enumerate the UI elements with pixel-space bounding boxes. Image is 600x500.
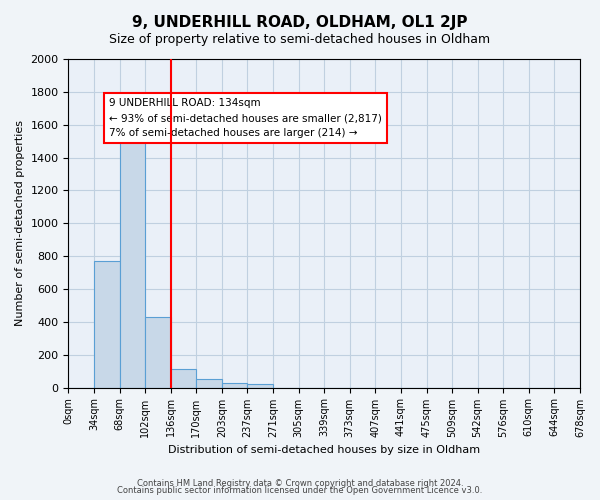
Text: 9 UNDERHILL ROAD: 134sqm
← 93% of semi-detached houses are smaller (2,817)
7% of: 9 UNDERHILL ROAD: 134sqm ← 93% of semi-d… <box>109 98 382 138</box>
X-axis label: Distribution of semi-detached houses by size in Oldham: Distribution of semi-detached houses by … <box>168 445 480 455</box>
Bar <box>196 380 222 388</box>
Text: Contains HM Land Registry data © Crown copyright and database right 2024.: Contains HM Land Registry data © Crown c… <box>137 478 463 488</box>
Bar <box>145 316 171 388</box>
Y-axis label: Number of semi-detached properties: Number of semi-detached properties <box>15 120 25 326</box>
Bar <box>119 119 145 388</box>
Bar <box>247 384 273 388</box>
Text: Contains public sector information licensed under the Open Government Licence v3: Contains public sector information licen… <box>118 486 482 495</box>
Bar <box>222 383 247 388</box>
Text: Size of property relative to semi-detached houses in Oldham: Size of property relative to semi-detach… <box>109 32 491 46</box>
Bar <box>94 261 119 388</box>
Bar <box>171 370 196 388</box>
Text: 9, UNDERHILL ROAD, OLDHAM, OL1 2JP: 9, UNDERHILL ROAD, OLDHAM, OL1 2JP <box>132 15 468 30</box>
